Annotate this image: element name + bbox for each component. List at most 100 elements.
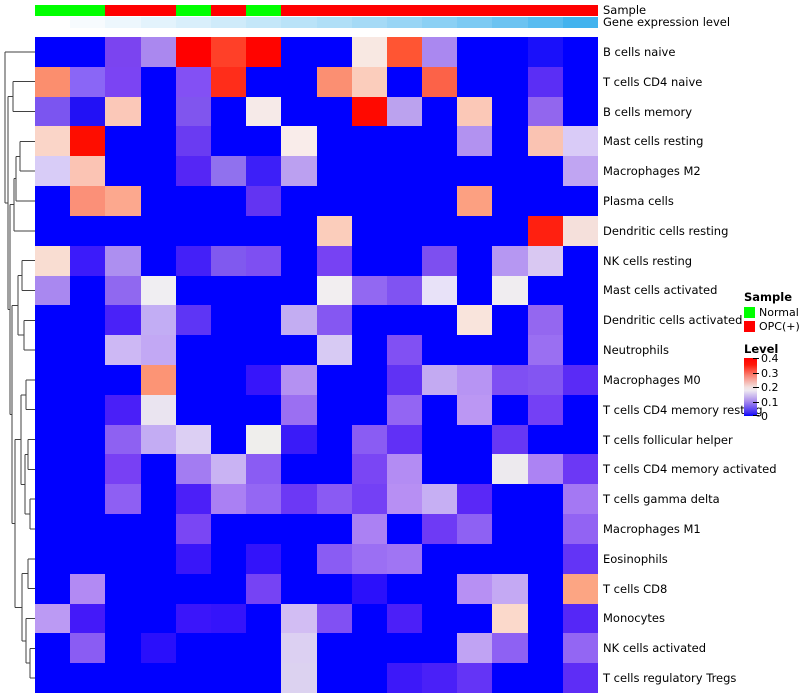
heatmap-cell (175, 603, 211, 634)
heatmap-cell (210, 305, 247, 336)
heatmap-cell (422, 603, 458, 634)
gene-expression-annotation-cell (281, 17, 317, 28)
heatmap-cell (140, 37, 176, 67)
heatmap-cell (281, 603, 317, 634)
row-label: T cells CD8 (603, 581, 668, 596)
heatmap-cell (527, 186, 563, 216)
heatmap-cell (140, 394, 176, 425)
heatmap-cell (175, 543, 211, 574)
heatmap-cell (175, 335, 211, 365)
heatmap-cell (457, 275, 493, 306)
heatmap-cell (281, 37, 317, 67)
heatmap-cell (316, 156, 352, 187)
heatmap-cell (140, 186, 176, 216)
heatmap-cell (140, 126, 176, 157)
heatmap-cell (386, 424, 423, 455)
heatmap-cell (281, 305, 317, 336)
legend-level-title: Level (744, 342, 779, 356)
heatmap-cell (527, 633, 563, 664)
heatmap-cell (316, 633, 352, 664)
heatmap-cell (175, 573, 211, 604)
heatmap-cell (386, 245, 423, 276)
heatmap-cell (70, 633, 106, 664)
heatmap-cell (105, 514, 141, 544)
sample-annotation-cell (70, 5, 106, 16)
heatmap-cell (175, 365, 211, 395)
sample-annotation-cell (210, 5, 247, 16)
gene-expression-annotation-cell (70, 17, 106, 28)
heatmap-cell (422, 394, 458, 425)
heatmap-cell (281, 66, 317, 97)
heatmap-cell (35, 275, 71, 306)
heatmap-cell (422, 633, 458, 664)
heatmap-cell (35, 394, 71, 425)
heatmap-cell (70, 573, 106, 604)
heatmap-cell (105, 454, 141, 485)
heatmap-cell (35, 215, 71, 246)
heatmap-cell (210, 424, 247, 455)
heatmap-cell (562, 335, 598, 365)
heatmap-cell (562, 37, 598, 67)
heatmap-cell (316, 573, 352, 604)
heatmap-cell (422, 484, 458, 515)
heatmap-cell (457, 126, 493, 157)
heatmap-cell (527, 305, 563, 336)
heatmap-cell (281, 126, 317, 157)
heatmap-cell (140, 365, 176, 395)
heatmap-cell (140, 543, 176, 574)
heatmap-cell (562, 186, 598, 216)
heatmap-cell (562, 215, 598, 246)
row-label: Mast cells resting (603, 134, 704, 149)
heatmap-cell (246, 245, 282, 276)
row-labels: B cells naive T cells CD4 naive B cells me… (603, 37, 793, 693)
legend-item-label: OPC(+) (759, 320, 800, 333)
heatmap-cell (210, 215, 247, 246)
heatmap-cell (210, 335, 247, 365)
heatmap-cell (140, 156, 176, 187)
gene-expression-annotation-bar (35, 17, 598, 28)
heatmap-cell (281, 633, 317, 664)
heatmap-cell (386, 365, 423, 395)
heatmap-cell (422, 365, 458, 395)
heatmap-cell (210, 603, 247, 634)
heatmap-cell (492, 663, 528, 693)
heatmap-cell (35, 603, 71, 634)
heatmap-cell (386, 484, 423, 515)
heatmap-cell (562, 365, 598, 395)
heatmap-cell (246, 96, 282, 127)
heatmap-cell (562, 305, 598, 336)
heatmap-cell (210, 37, 247, 67)
heatmap-cell (492, 37, 528, 67)
heatmap-cell (457, 66, 493, 97)
gene-expression-annotation-cell (246, 17, 282, 28)
heatmap-cell (422, 66, 458, 97)
heatmap-cell (105, 484, 141, 515)
heatmap-cell (562, 275, 598, 306)
gene-expression-annotation-cell (175, 17, 211, 28)
heatmap-cell (351, 603, 387, 634)
heatmap-cell (35, 96, 71, 127)
heatmap-cell (281, 156, 317, 187)
heatmap-cell (351, 663, 387, 693)
heatmap-cell (281, 424, 317, 455)
heatmap-cell (105, 335, 141, 365)
heatmap-cell (70, 454, 106, 485)
heatmap-cell (386, 633, 423, 664)
sample-annotation-cell (35, 5, 71, 16)
heatmap-cell (281, 484, 317, 515)
heatmap-cell (246, 424, 282, 455)
heatmap-cell (351, 484, 387, 515)
heatmap-cell (105, 66, 141, 97)
heatmap-cell (210, 514, 247, 544)
heatmap-cell (316, 424, 352, 455)
heatmap-cell (175, 394, 211, 425)
heatmap-cell (386, 275, 423, 306)
heatmap-cell (316, 335, 352, 365)
heatmap-cell (351, 186, 387, 216)
row-label: T cells gamma delta (603, 492, 720, 507)
heatmap-cell (457, 156, 493, 187)
heatmap-cell (386, 37, 423, 67)
heatmap-cell (316, 215, 352, 246)
heatmap-cell (281, 663, 317, 693)
heatmap-cell (457, 335, 493, 365)
